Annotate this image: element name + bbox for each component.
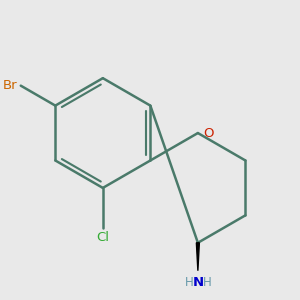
Text: H: H (202, 276, 211, 289)
Text: Br: Br (3, 79, 18, 92)
Text: N: N (192, 276, 203, 289)
Text: H: H (184, 276, 193, 289)
Text: O: O (203, 127, 213, 140)
Polygon shape (196, 243, 200, 271)
Text: Cl: Cl (96, 231, 109, 244)
